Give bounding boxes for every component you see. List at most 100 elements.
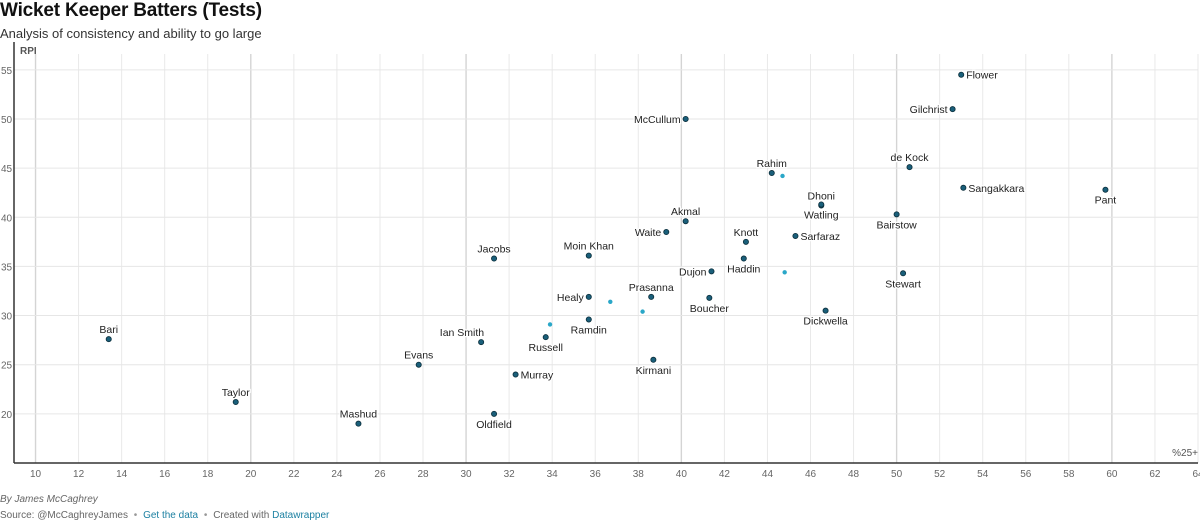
x-tick-label: 20 xyxy=(245,469,257,480)
scatter-point xyxy=(491,255,498,262)
scatter-point xyxy=(958,71,965,78)
scatter-point xyxy=(512,371,519,378)
y-tick-label: 35 xyxy=(1,262,13,273)
point-labels: Flower Gilchrist McCullum de Kock Rahim Sanga… xyxy=(98,68,1117,432)
scatter-point xyxy=(822,307,829,314)
get-data-link[interactable]: Get the data xyxy=(143,510,199,521)
point-label: Knott xyxy=(734,227,759,239)
y-tick-label: 30 xyxy=(1,312,13,323)
separator: • xyxy=(133,510,138,521)
scatter-point xyxy=(547,322,553,327)
byline: By James McCaghrey xyxy=(0,494,98,505)
point-label: Russell xyxy=(529,342,563,354)
point-label: Jacobs xyxy=(477,244,510,256)
scatter-point xyxy=(650,356,657,363)
scatter-point xyxy=(542,334,549,341)
x-tick-label: 28 xyxy=(417,469,429,480)
scatter-point xyxy=(585,252,592,259)
point-label: Gilchrist xyxy=(910,104,948,116)
x-tick-label: 14 xyxy=(116,469,128,480)
scatter-point xyxy=(706,294,713,301)
x-tick-label: 32 xyxy=(504,469,516,480)
point-label: Moin Khan xyxy=(564,241,614,253)
point-label: de Kock xyxy=(891,152,930,164)
x-tick-label: 38 xyxy=(633,469,645,480)
point-label: Haddin xyxy=(727,264,760,276)
scatter-point xyxy=(355,420,362,427)
x-tick-label: 54 xyxy=(977,469,989,480)
scatter-point xyxy=(585,293,592,300)
y-tick-label: 55 xyxy=(1,66,13,77)
separator: • xyxy=(203,510,208,521)
scatter-point xyxy=(1102,186,1109,193)
point-label: Watling xyxy=(804,209,839,221)
point-label: Ramdin xyxy=(571,324,607,336)
scatter-point xyxy=(792,232,799,239)
x-tick-label: 56 xyxy=(1020,469,1032,480)
scatter-point xyxy=(682,218,689,225)
point-label: Bari xyxy=(99,324,118,336)
scatter-point xyxy=(708,268,715,275)
point-label: Bairstow xyxy=(876,219,917,231)
scatter-point xyxy=(585,316,592,323)
x-tick-label: 22 xyxy=(288,469,300,480)
point-label: Dhoni xyxy=(808,190,835,202)
tick-labels: 10 12 14 16 18 20 22 24 26 28 30 32 34 36 38 40 42 44 46 48… xyxy=(1,46,1200,480)
x-tick-label: 16 xyxy=(159,469,171,480)
x-tick-label: 60 xyxy=(1106,469,1118,480)
point-label: Mashud xyxy=(340,409,378,421)
scatter-point xyxy=(949,106,956,113)
chart-subtitle: Analysis of consistency and ability to g… xyxy=(0,26,262,41)
scatter-point xyxy=(608,299,613,304)
data-points xyxy=(105,71,1109,427)
x-tick-label: 12 xyxy=(73,469,85,480)
point-label: Waite xyxy=(635,227,662,239)
scatter-point xyxy=(682,115,689,122)
x-tick-label: 30 xyxy=(461,469,473,480)
scatter-point xyxy=(960,184,967,191)
point-label: Boucher xyxy=(690,303,730,315)
scatter-point xyxy=(780,173,785,179)
created-with-text: Created with xyxy=(213,510,270,521)
point-label: Ian Smith xyxy=(440,327,485,339)
scatter-point xyxy=(893,211,900,218)
x-tick-label: 62 xyxy=(1149,469,1161,480)
point-label: Dickwella xyxy=(803,316,848,328)
scatter-point xyxy=(742,238,749,245)
point-label: Taylor xyxy=(222,387,251,399)
point-label: Evans xyxy=(404,350,433,362)
point-label: Sangakkara xyxy=(968,183,1024,195)
scatter-point xyxy=(232,399,239,406)
y-tick-label: 25 xyxy=(1,361,13,372)
x-tick-label: 50 xyxy=(891,469,903,480)
x-tick-label: 10 xyxy=(30,469,42,480)
axes xyxy=(13,42,1198,464)
scatter-point xyxy=(782,270,787,275)
x-tick-label: 52 xyxy=(934,469,946,480)
point-label: Pant xyxy=(1095,195,1117,207)
y-tick-label: 40 xyxy=(1,213,13,224)
point-label: Dujon xyxy=(679,266,707,278)
point-label: Flower xyxy=(966,70,998,82)
x-tick-label: 36 xyxy=(590,469,602,480)
scatter-point xyxy=(906,164,913,171)
x-tick-label: 48 xyxy=(848,469,860,480)
x-tick-label: 40 xyxy=(676,469,688,480)
x-tick-label: 46 xyxy=(805,469,817,480)
point-label: Healy xyxy=(557,292,585,304)
scatter-point xyxy=(105,336,112,343)
scatter-point xyxy=(491,410,498,417)
grid-lines xyxy=(14,54,1199,463)
x-tick-label: 24 xyxy=(331,469,343,480)
x-tick-label: 18 xyxy=(202,469,214,480)
x-tick-label: 64 xyxy=(1192,469,1200,480)
scatter-point xyxy=(663,229,670,236)
x-tick-label: 42 xyxy=(719,469,731,480)
datawrapper-link[interactable]: Datawrapper xyxy=(272,510,330,521)
point-label: Rahim xyxy=(757,158,788,170)
scatter-point xyxy=(768,170,775,177)
scatter-point xyxy=(818,201,825,208)
scatter-point xyxy=(900,270,907,277)
point-label: Oldfield xyxy=(476,419,512,431)
x-tick-label: 44 xyxy=(762,469,774,480)
